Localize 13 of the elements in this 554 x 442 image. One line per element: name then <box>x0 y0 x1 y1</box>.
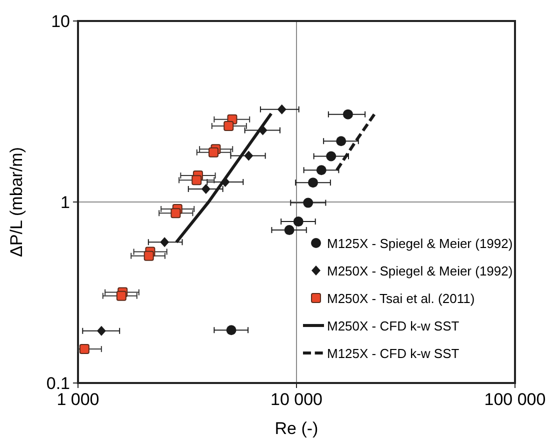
y-tick-label: 1 <box>60 193 70 212</box>
y-tick-label: 10 <box>51 12 70 31</box>
legend-label: M250X - Spiegel & Meier (1992) <box>327 264 513 278</box>
y-axis-title: ΔP/L (mbar/m) <box>7 147 26 257</box>
x-axis-title: Re (-) <box>274 419 318 438</box>
x-tick-label: 10 000 <box>270 390 322 409</box>
legend-label: M250X - CFD k-w SST <box>327 318 460 334</box>
y-tick-label: 0.1 <box>46 374 70 393</box>
legend-label: M125X - Spiegel & Meier (1992) <box>327 236 513 251</box>
x-tick-label: 1 000 <box>56 390 100 409</box>
legend-label: M125X - CFD k-w SST <box>327 346 460 361</box>
legend-label: M250X - Tsai et al. (2011) <box>327 291 475 306</box>
x-tick-label: 100 000 <box>484 390 546 409</box>
